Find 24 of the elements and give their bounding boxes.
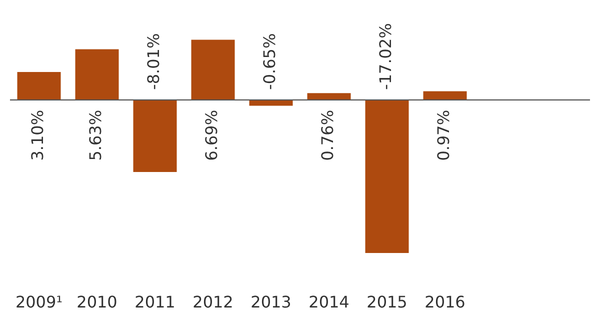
bar bbox=[307, 93, 351, 100]
data-label: 0.76% bbox=[318, 110, 338, 161]
bar bbox=[365, 100, 409, 253]
x-tick-label: 2009¹ bbox=[15, 292, 63, 312]
bar bbox=[17, 72, 61, 100]
bar bbox=[75, 49, 119, 100]
bar bbox=[423, 91, 467, 100]
data-label: 5.63% bbox=[86, 110, 106, 161]
bar bbox=[133, 100, 177, 172]
data-label: 6.69% bbox=[202, 110, 222, 161]
x-tick-label: 2012 bbox=[192, 292, 234, 312]
bar bbox=[249, 100, 293, 106]
x-tick-label: 2010 bbox=[76, 292, 118, 312]
data-label: -17.02% bbox=[376, 23, 396, 90]
x-tick-label: 2011 bbox=[134, 292, 176, 312]
data-label: -0.65% bbox=[260, 33, 280, 90]
x-tick-label: 2016 bbox=[424, 292, 466, 312]
x-tick-label: 2013 bbox=[250, 292, 292, 312]
bar bbox=[191, 40, 235, 100]
x-tick-label: 2014 bbox=[308, 292, 350, 312]
data-label: 3.10% bbox=[28, 110, 48, 161]
data-label: 0.97% bbox=[434, 110, 454, 161]
data-label: -8.01% bbox=[144, 33, 164, 90]
x-tick-label: 2015 bbox=[366, 292, 408, 312]
